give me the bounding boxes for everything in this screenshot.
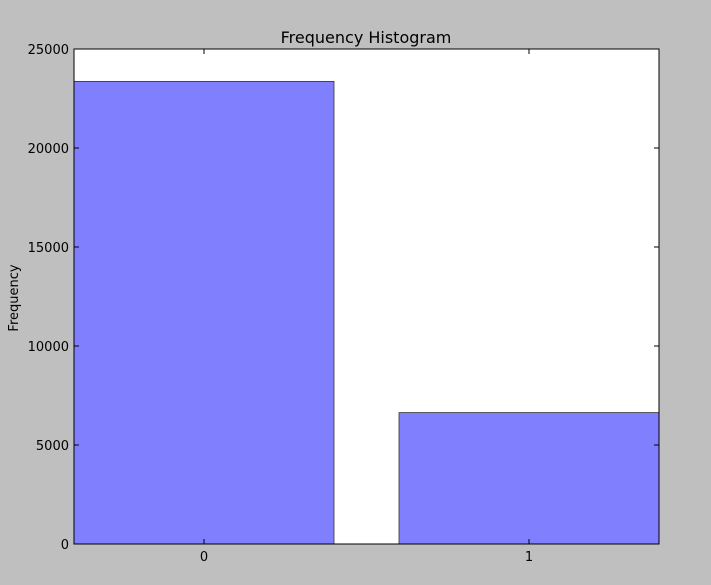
y-tick-label: 25000 <box>28 43 69 58</box>
x-tick-label: 0 <box>200 550 208 565</box>
y-tick-label: 20000 <box>28 142 69 157</box>
plot-frame <box>73 48 660 545</box>
bar-1 <box>398 412 660 545</box>
y-tick-label: 0 <box>61 538 69 553</box>
bars-layer <box>73 80 660 545</box>
bar-0 <box>73 80 335 545</box>
y-tick-label: 15000 <box>28 241 69 256</box>
y-tick-label: 10000 <box>28 340 69 355</box>
y-tick-label: 5000 <box>36 439 69 454</box>
x-tick-label: 1 <box>525 550 533 565</box>
chart-title: Frequency Histogram <box>281 28 452 47</box>
y-axis-label: Frequency <box>7 264 22 331</box>
